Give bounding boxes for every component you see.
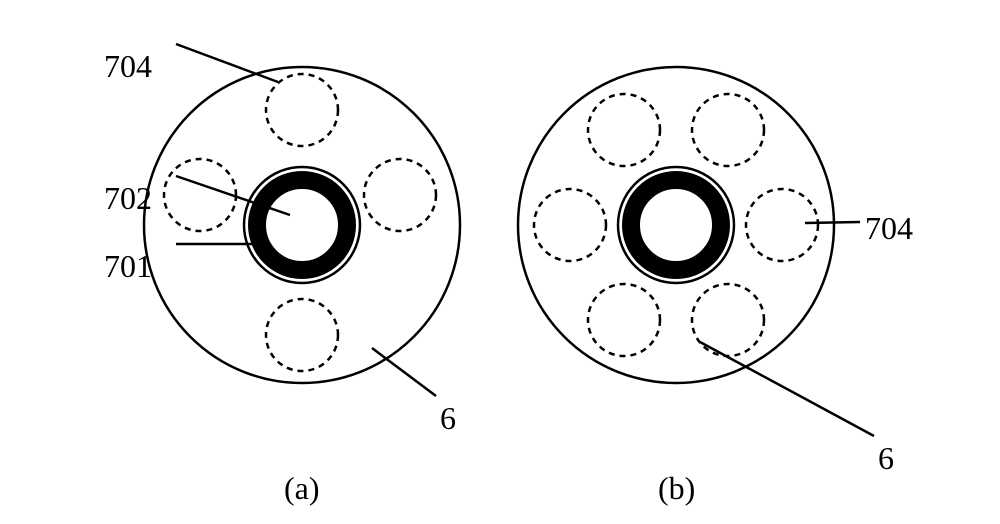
fig-b-label: (b)	[658, 470, 695, 507]
fig-a-leader-704	[176, 44, 278, 82]
fig-b-leader-6	[700, 342, 874, 436]
fig-b-dash-0	[588, 94, 660, 166]
fig-a-label: (a)	[284, 470, 320, 507]
fig-a-leader-6	[372, 348, 436, 396]
fig-b-dash-5	[692, 284, 764, 356]
fig-b-callout-6: 6	[878, 440, 894, 477]
fig-a-callout-701: 701	[104, 248, 152, 285]
fig-a-center-thick	[257, 180, 347, 270]
fig-b-outer-circle	[518, 67, 834, 383]
fig-a-dash-0	[266, 74, 338, 146]
fig-a-dash-3	[266, 299, 338, 371]
diagram-container: 704 702 701 6 704 6 (a) (b)	[0, 0, 1000, 524]
fig-a-dash-2	[364, 159, 436, 231]
fig-b-leader-704	[805, 222, 860, 223]
fig-a-dash-1	[164, 159, 236, 231]
fig-b-center-thick	[631, 180, 721, 270]
fig-b-dash-2	[534, 189, 606, 261]
fig-b-callout-704: 704	[865, 210, 913, 247]
figure-a-group	[144, 44, 460, 396]
fig-b-dash-1	[692, 94, 764, 166]
fig-a-callout-702: 702	[104, 180, 152, 217]
fig-a-outer-circle	[144, 67, 460, 383]
fig-a-callout-6: 6	[440, 400, 456, 437]
figure-b-group	[518, 67, 874, 436]
fig-a-callout-704: 704	[104, 48, 152, 85]
fig-b-dash-4	[588, 284, 660, 356]
fig-b-dash-3	[746, 189, 818, 261]
